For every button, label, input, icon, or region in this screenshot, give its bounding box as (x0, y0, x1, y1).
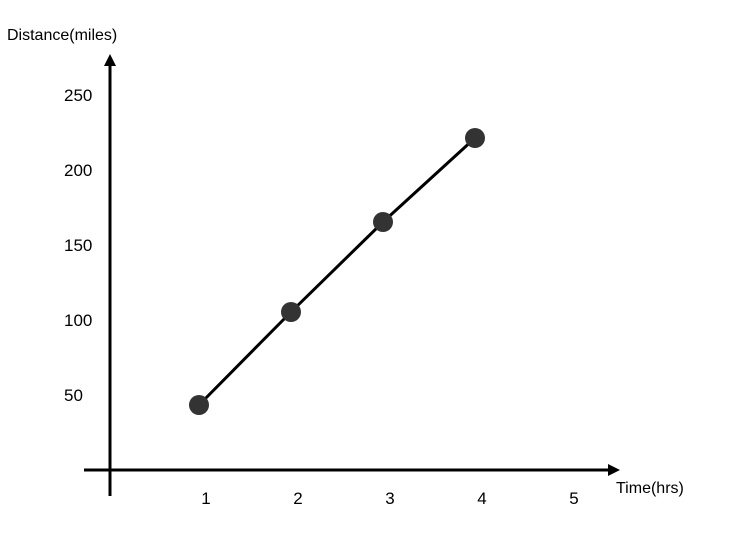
y-axis-title: Distance(miles) (7, 27, 117, 44)
y-tick-label-50: 50 (64, 386, 83, 405)
y-tick-labels: 50 100 150 200 250 (64, 86, 92, 405)
y-axis-arrow (104, 54, 116, 66)
y-tick-label-250: 250 (64, 86, 92, 105)
y-tick-label-100: 100 (64, 311, 92, 330)
x-tick-label-1: 1 (201, 489, 210, 508)
x-axis-arrow (608, 464, 620, 476)
x-tick-labels: 1 2 3 4 5 (201, 489, 578, 508)
series-lines (197, 136, 477, 407)
x-axis-title: Time(hrs) (616, 480, 684, 497)
x-tick-label-5: 5 (569, 489, 578, 508)
data-point-1 (189, 395, 209, 415)
series-points (189, 128, 485, 415)
y-tick-label-200: 200 (64, 161, 92, 180)
data-point-4 (465, 128, 485, 148)
series-line-0 (197, 136, 477, 407)
x-tick-label-3: 3 (385, 489, 394, 508)
axes (84, 54, 620, 496)
data-point-3 (373, 212, 393, 232)
y-tick-label-150: 150 (64, 236, 92, 255)
data-point-2 (281, 302, 301, 322)
x-tick-label-4: 4 (477, 489, 486, 508)
x-tick-label-2: 2 (293, 489, 302, 508)
